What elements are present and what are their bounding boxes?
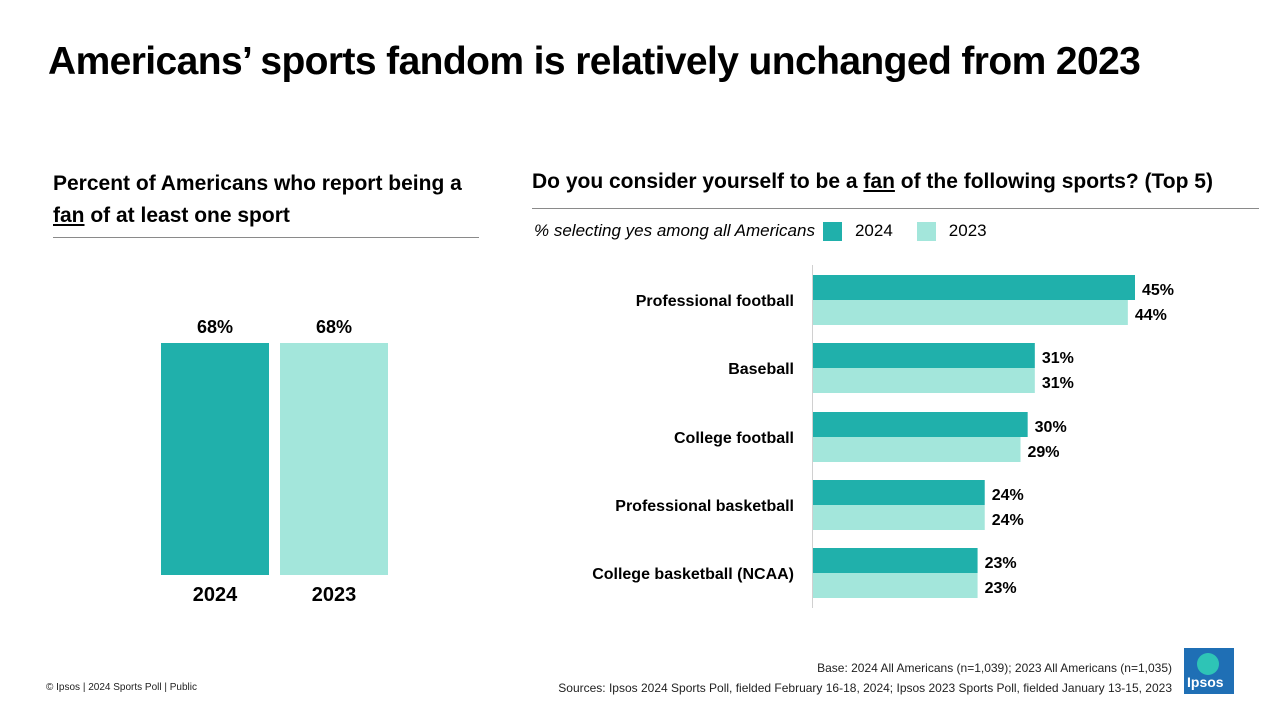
- category-label-baseball: Baseball: [728, 361, 794, 378]
- bar-college-football-2024: [813, 412, 1028, 437]
- bar-value-label-college-football-2024: 30%: [1035, 419, 1067, 436]
- left-chart-title: Percent of Americans who report being a …: [53, 168, 483, 232]
- bar-college-basketball-ncaa-2023: [813, 573, 978, 598]
- x-tick-label-2023: 2023: [312, 584, 357, 606]
- bar-college-basketball-ncaa-2024: [813, 548, 978, 573]
- right-title-part-3: of the following sports? (Top 5): [894, 170, 1213, 193]
- category-label-professional-basketball: Professional basketball: [615, 498, 794, 515]
- legend-label-2024: 2024: [854, 221, 893, 240]
- bar-professional-football-2024: [813, 275, 1135, 300]
- left-title-fan: fan: [53, 204, 85, 227]
- legend-label-2023: 2023: [948, 221, 987, 240]
- bar-college-football-2023: [813, 437, 1021, 462]
- legend-subtitle: % selecting yes among all Americans: [534, 221, 815, 240]
- bar-2023: [280, 343, 388, 575]
- bar-professional-basketball-2023: [813, 505, 985, 530]
- left-title-rule: [53, 237, 479, 238]
- right-title-part-1: Do you consider yourself to be a: [532, 170, 864, 193]
- bar-value-label-baseball-2023: 31%: [1042, 375, 1074, 392]
- right-title-fan: fan: [863, 170, 895, 193]
- legend-swatch-2023: [916, 221, 936, 241]
- bar-2024: [161, 343, 269, 575]
- right-title-rule: [532, 208, 1259, 209]
- category-label-college-basketball-ncaa: College basketball (NCAA): [592, 566, 794, 583]
- bar-value-label-college-basketball-ncaa-2024: 23%: [985, 555, 1017, 572]
- left-title-part-1: Percent of Americans who report being a: [53, 172, 462, 195]
- bar-value-label-college-football-2023: 29%: [1028, 444, 1060, 461]
- bar-professional-football-2023: [813, 300, 1128, 325]
- bar-baseball-2024: [813, 343, 1035, 368]
- footer-sources: Sources: Ipsos 2024 Sports Poll, fielded…: [558, 681, 1172, 695]
- bar-value-label-professional-basketball-2024: 24%: [992, 487, 1024, 504]
- bar-value-label-professional-basketball-2023: 24%: [992, 512, 1024, 529]
- bar-professional-basketball-2024: [813, 480, 985, 505]
- left-title-part-3: of at least one sport: [84, 204, 290, 227]
- bar-value-label-professional-football-2023: 44%: [1135, 307, 1167, 324]
- bar-baseball-2023: [813, 368, 1035, 393]
- bar-value-label-college-basketball-ncaa-2023: 23%: [985, 580, 1017, 597]
- bar-value-label-2023: 68%: [316, 317, 352, 337]
- bar-value-label-professional-football-2024: 45%: [1142, 282, 1174, 299]
- ipsos-logo-mark-icon: [1197, 653, 1219, 675]
- category-label-professional-football: Professional football: [636, 293, 794, 310]
- page-title: Americans’ sports fandom is relatively u…: [48, 40, 1141, 83]
- ipsos-logo: Ipsos: [1184, 648, 1234, 694]
- bar-value-label-baseball-2024: 31%: [1042, 350, 1074, 367]
- legend-swatch-2024: [822, 221, 842, 241]
- legend: % selecting yes among all Americans 2024…: [534, 219, 1011, 243]
- category-label-college-football: College football: [674, 430, 794, 447]
- right-chart-title: Do you consider yourself to be a fan of …: [532, 168, 1272, 196]
- footer-copyright: © Ipsos | 2024 Sports Poll | Public: [46, 682, 197, 693]
- x-tick-label-2024: 2024: [193, 584, 238, 606]
- bar-value-label-2024: 68%: [197, 317, 233, 337]
- ipsos-logo-text: Ipsos: [1187, 674, 1224, 690]
- footer-base: Base: 2024 All Americans (n=1,039); 2023…: [817, 661, 1172, 675]
